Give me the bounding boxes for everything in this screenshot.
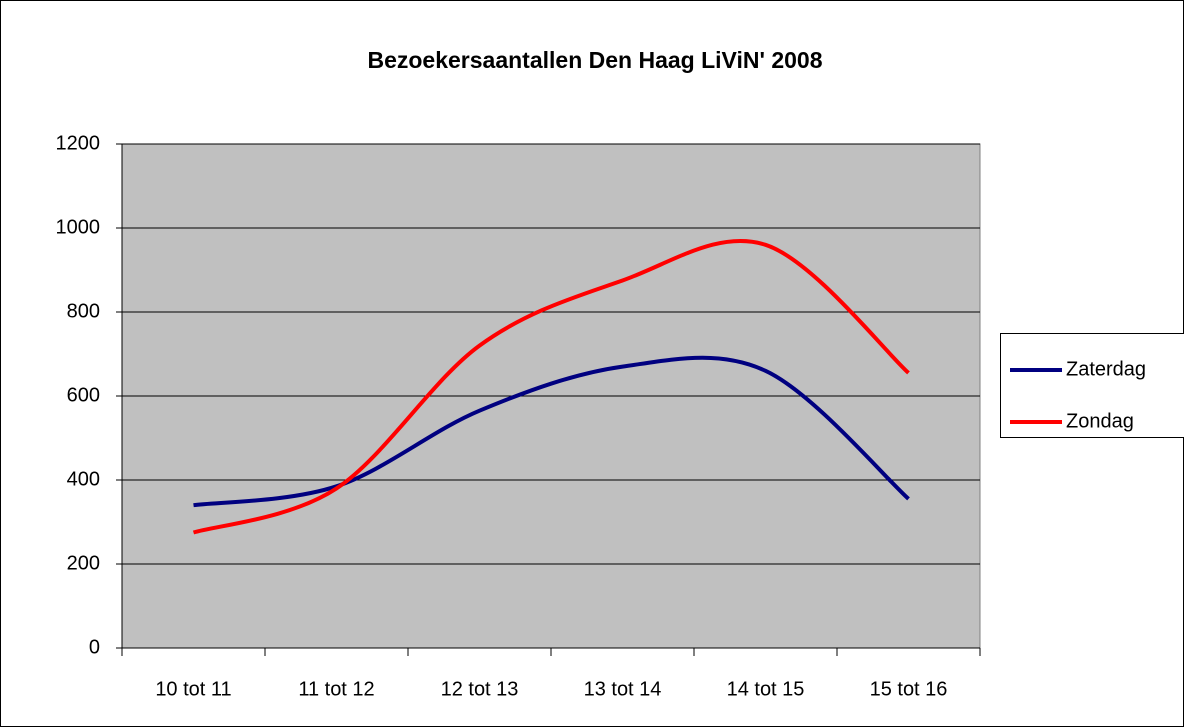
legend-label: Zondag — [1066, 410, 1134, 432]
y-tick-label: 600 — [67, 384, 100, 406]
y-tick-label: 800 — [67, 300, 100, 322]
x-tick-label: 13 tot 14 — [584, 678, 662, 700]
y-tick-label: 400 — [67, 468, 100, 490]
x-tick-label: 10 tot 11 — [155, 678, 231, 700]
x-tick-label: 15 tot 16 — [870, 678, 948, 700]
series-line — [193, 355, 910, 508]
y-tick-label: 200 — [67, 552, 100, 574]
chart-title: Bezoekersaantallen Den Haag LiViN' 2008 — [367, 47, 822, 73]
y-tick-label: 0 — [89, 636, 100, 658]
y-tick-label: 1200 — [56, 132, 101, 154]
x-tick-label: 14 tot 15 — [727, 678, 805, 700]
x-tick-label: 12 tot 13 — [441, 678, 519, 700]
series-line — [192, 238, 910, 535]
legend-label: Zaterdag — [1066, 358, 1146, 380]
x-tick-label: 11 tot 12 — [298, 678, 374, 700]
y-tick-label: 1000 — [56, 216, 101, 238]
